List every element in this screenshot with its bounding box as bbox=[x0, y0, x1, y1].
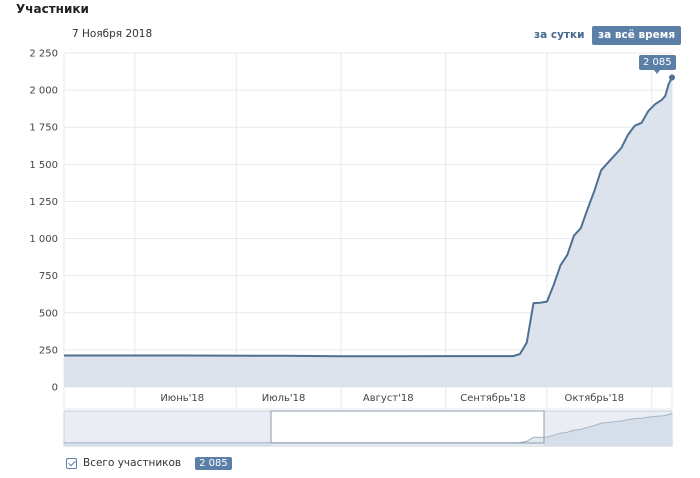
navigator-mask-right bbox=[544, 411, 672, 446]
y-tick-label: 2 000 bbox=[29, 86, 58, 97]
y-tick-label: 1 750 bbox=[29, 123, 58, 134]
series-line bbox=[64, 77, 673, 358]
y-tick-label: 1 250 bbox=[29, 197, 58, 208]
y-tick-label: 1 000 bbox=[29, 234, 58, 245]
legend-value-badge: 2 085 bbox=[195, 456, 232, 470]
navigator-mask-left bbox=[64, 411, 271, 446]
y-tick-label: 2 250 bbox=[29, 49, 58, 60]
x-tick-label: Октябрь'18 bbox=[564, 393, 624, 404]
legend-label[interactable]: Всего участников bbox=[83, 457, 182, 469]
y-axis: 0 250 500 750 1 000 1 250 1 500 1 750 2 000 2 250 bbox=[29, 49, 58, 394]
range-all-time-button[interactable]: за всё время bbox=[592, 26, 682, 45]
chart-title: Участники bbox=[16, 2, 89, 16]
y-tick-label: 1 500 bbox=[29, 160, 58, 171]
x-tick-label: Август'18 bbox=[363, 393, 414, 404]
current-date: 7 Ноября 2018 bbox=[72, 28, 153, 40]
y-tick-label: 750 bbox=[39, 271, 58, 282]
y-tick-label: 500 bbox=[39, 308, 58, 319]
x-axis: Июнь'18 Июль'18 Август'18 Сентябрь'18 Октябр… bbox=[160, 393, 624, 404]
y-tick-label: 0 bbox=[52, 383, 58, 394]
range-navigator[interactable] bbox=[63, 410, 673, 447]
navigator-window[interactable] bbox=[270, 410, 545, 444]
x-tick-label: Сентябрь'18 bbox=[460, 393, 525, 404]
x-tick-label: Июль'18 bbox=[262, 393, 306, 404]
y-tick-label: 250 bbox=[39, 345, 58, 356]
range-day-button[interactable]: за сутки bbox=[534, 29, 585, 41]
legend: Всего участников 2 085 bbox=[66, 454, 232, 472]
last-point-marker bbox=[669, 74, 675, 81]
current-value-tooltip: 2 085 bbox=[639, 55, 676, 74]
legend-checkbox[interactable] bbox=[66, 457, 77, 469]
x-tick-label: Июнь'18 bbox=[160, 393, 204, 404]
